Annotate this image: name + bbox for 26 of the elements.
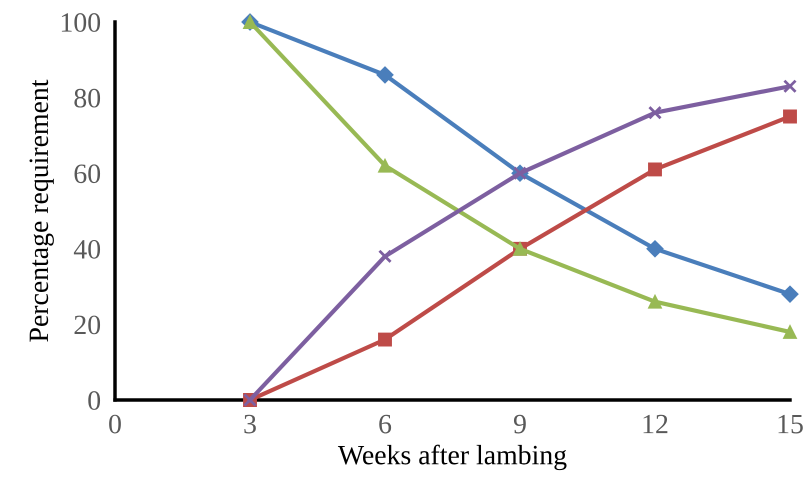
y-axis-title: Percentage requirement (30, 80, 54, 342)
point (646, 240, 664, 258)
y-tick-label: 40 (74, 240, 100, 259)
y-tick-label: 20 (74, 316, 100, 334)
point (378, 332, 392, 346)
point (783, 110, 797, 124)
point (378, 249, 392, 264)
point (376, 66, 394, 84)
x-tick-label: 12 (644, 414, 668, 434)
x-tick-label: 3 (244, 414, 256, 434)
x-axis-title: Weeks after lambing (338, 444, 567, 470)
point (648, 106, 662, 120)
point (378, 158, 392, 173)
point (783, 79, 797, 94)
point (781, 286, 799, 303)
y-tick-label: 100 (62, 13, 100, 32)
point (783, 325, 797, 339)
x-tick-label: 6 (379, 414, 392, 434)
y-tick-label: 60 (74, 164, 100, 184)
point (648, 294, 662, 309)
x-tick-label: 15 (778, 414, 803, 434)
x-tick-label: 0 (109, 414, 121, 434)
y-tick-label: 80 (74, 88, 100, 108)
point (648, 162, 662, 176)
x-tick-label: 9 (514, 414, 526, 434)
y-tick-label: 0 (88, 391, 100, 410)
